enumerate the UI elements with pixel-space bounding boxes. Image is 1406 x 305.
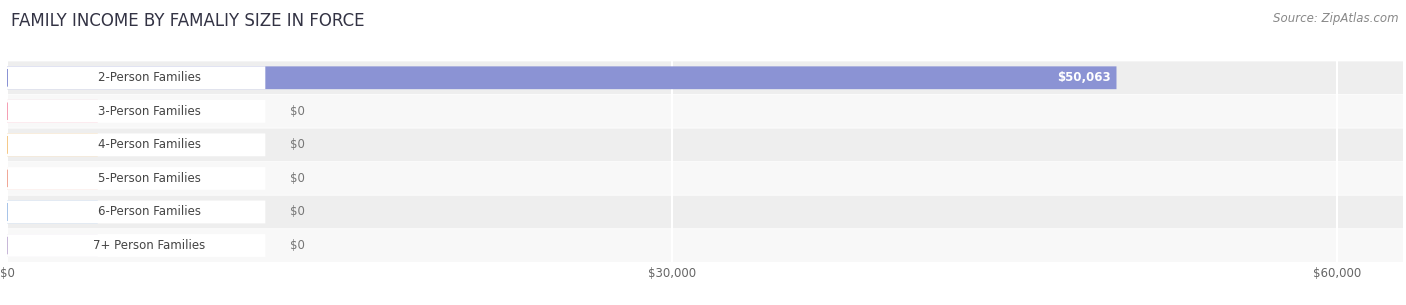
- FancyBboxPatch shape: [7, 100, 98, 123]
- FancyBboxPatch shape: [7, 134, 98, 156]
- Text: $0: $0: [291, 172, 305, 185]
- FancyBboxPatch shape: [7, 95, 1403, 128]
- Text: $0: $0: [291, 206, 305, 218]
- Text: 7+ Person Families: 7+ Person Families: [93, 239, 205, 252]
- FancyBboxPatch shape: [7, 66, 266, 89]
- Text: 3-Person Families: 3-Person Families: [97, 105, 201, 118]
- Text: $0: $0: [291, 105, 305, 118]
- FancyBboxPatch shape: [7, 229, 1403, 262]
- FancyBboxPatch shape: [7, 61, 1403, 94]
- Text: $0: $0: [291, 239, 305, 252]
- FancyBboxPatch shape: [7, 167, 98, 190]
- FancyBboxPatch shape: [7, 234, 98, 257]
- Text: FAMILY INCOME BY FAMALIY SIZE IN FORCE: FAMILY INCOME BY FAMALIY SIZE IN FORCE: [11, 12, 364, 30]
- Text: 6-Person Families: 6-Person Families: [97, 206, 201, 218]
- FancyBboxPatch shape: [7, 100, 266, 123]
- Text: 2-Person Families: 2-Person Families: [97, 71, 201, 84]
- Text: Source: ZipAtlas.com: Source: ZipAtlas.com: [1274, 12, 1399, 25]
- Text: $50,063: $50,063: [1057, 71, 1111, 84]
- FancyBboxPatch shape: [7, 134, 266, 156]
- FancyBboxPatch shape: [7, 201, 98, 223]
- Text: $0: $0: [291, 138, 305, 151]
- FancyBboxPatch shape: [7, 196, 1403, 228]
- Text: 5-Person Families: 5-Person Families: [97, 172, 201, 185]
- FancyBboxPatch shape: [7, 234, 266, 257]
- Text: 4-Person Families: 4-Person Families: [97, 138, 201, 151]
- FancyBboxPatch shape: [7, 66, 1116, 89]
- FancyBboxPatch shape: [7, 201, 266, 223]
- FancyBboxPatch shape: [7, 167, 266, 190]
- FancyBboxPatch shape: [7, 162, 1403, 195]
- FancyBboxPatch shape: [7, 128, 1403, 161]
